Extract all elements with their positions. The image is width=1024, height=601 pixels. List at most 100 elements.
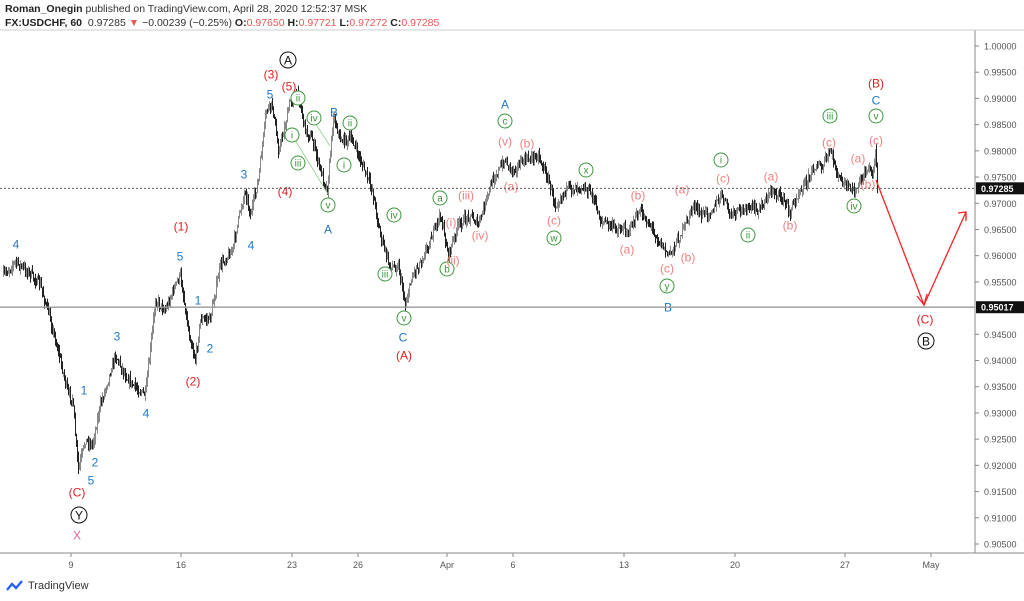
wave-label: 1	[195, 293, 202, 307]
price-change: −0.00239 (−0.25%)	[142, 17, 232, 29]
y-tick-label: 0.97000	[984, 199, 1017, 209]
x-tick-label: 26	[353, 560, 363, 570]
wave-label: iii	[295, 159, 302, 170]
y-tick-label: 0.95500	[984, 277, 1017, 287]
wave-label: 1	[81, 383, 88, 397]
publish-line: Roman_Onegin published on TradingView.co…	[5, 3, 367, 15]
wave-label: (c)	[660, 261, 674, 275]
wave-label: (b)	[861, 177, 876, 191]
wave-label: (iii)	[458, 188, 474, 202]
wave-label: c	[503, 117, 508, 128]
y-tick-label: 0.97500	[984, 173, 1017, 183]
price-marker-label: 0.95017	[981, 303, 1014, 313]
tradingview-logo-icon	[6, 580, 23, 591]
wave-label: (4)	[278, 184, 293, 198]
wave-label: ii	[348, 119, 352, 130]
wave-label: (b)	[783, 218, 798, 232]
brand-name: TradingView	[28, 580, 89, 592]
wave-label-circle	[342, 115, 358, 131]
wave-label: ii	[296, 94, 300, 105]
wave-label-circle	[279, 51, 297, 69]
wave-label: (C)	[917, 312, 934, 326]
wave-label: (c)	[869, 133, 883, 147]
wave-label: 5	[88, 473, 95, 487]
publish-info: published on TradingView.com, April 28, …	[85, 3, 368, 15]
wave-label: a	[437, 194, 443, 205]
wave-label-circle	[497, 113, 513, 129]
wave-label-circle	[320, 197, 336, 213]
x-tick-label: 20	[730, 560, 740, 570]
wave-label-circle	[917, 332, 935, 350]
y-tick-label: 0.93500	[984, 382, 1017, 392]
wave-label: (5)	[282, 79, 297, 93]
wave-label-circle	[432, 190, 448, 206]
wave-label: w	[549, 234, 558, 245]
wave-label: ii	[746, 231, 750, 242]
wave-label: (2)	[186, 374, 201, 388]
wave-label: 5	[267, 87, 274, 101]
wave-label: (C)	[69, 485, 86, 499]
wave-label: X	[73, 528, 81, 542]
trend-line	[291, 134, 329, 195]
wave-label: 4	[13, 237, 20, 251]
price-marker-box	[976, 301, 1024, 314]
wave-label-circle	[336, 157, 352, 173]
x-tick-label: 6	[510, 560, 515, 570]
wave-label: 3	[114, 329, 121, 343]
wave-label-circle	[290, 155, 306, 171]
wave-label-circle	[822, 108, 838, 124]
y-tick-label: 0.91000	[984, 513, 1017, 523]
candles	[3, 85, 878, 475]
wave-label-circle	[868, 108, 884, 124]
wave-label: v	[402, 314, 407, 325]
wave-label: B	[330, 105, 338, 119]
arrowhead-down-icon	[916, 293, 928, 307]
wave-label: (a)	[851, 151, 866, 165]
wave-label: (a)	[504, 179, 519, 193]
price-marker-box	[976, 182, 1024, 195]
wave-label: (B)	[868, 76, 884, 90]
y-tick-label: 0.92000	[984, 461, 1017, 471]
wave-label: C	[399, 330, 408, 344]
wave-label: 5	[177, 249, 184, 263]
wave-label: iv	[390, 211, 397, 222]
wave-label: (v)	[498, 134, 512, 148]
wave-label: (3)	[264, 67, 279, 81]
high-value: 0.97721	[298, 17, 337, 29]
wave-label: (i)	[446, 215, 457, 229]
wave-label: (a)	[675, 182, 690, 196]
author-name[interactable]: Roman_Onegin	[5, 3, 83, 15]
y-tick-label: 0.94500	[984, 330, 1017, 340]
wave-label: A	[324, 222, 332, 236]
wave-label: i	[291, 131, 293, 142]
x-tick-label: 13	[619, 560, 629, 570]
y-tick-label: 0.91500	[984, 487, 1017, 497]
open-label: O:	[234, 17, 247, 29]
wave-label: 2	[92, 455, 99, 469]
tradingview-logo[interactable]: TradingView	[6, 580, 89, 592]
wave-label: (c)	[547, 213, 561, 227]
last-price: 0.97285	[87, 17, 126, 29]
arrowhead-up-icon	[957, 211, 967, 221]
y-tick-label: 0.93000	[984, 408, 1017, 418]
y-tick-label: 0.96000	[984, 251, 1017, 261]
wave-label-circle	[578, 162, 594, 178]
wave-label: A	[284, 53, 292, 67]
wave-label: (1)	[174, 219, 189, 233]
projection-path[interactable]	[875, 179, 967, 307]
x-tick-label: 9	[68, 560, 73, 570]
y-tick-label: 0.96500	[984, 225, 1017, 235]
symbol-label[interactable]: FX:USDCHF, 60	[5, 17, 83, 29]
wave-label-circle	[846, 198, 862, 214]
wave-label: v	[326, 201, 331, 212]
y-tick-label: 0.98000	[984, 146, 1017, 156]
y-tick-label: 0.98500	[984, 120, 1017, 130]
wave-label-circle	[284, 127, 300, 143]
wave-label-circle	[70, 506, 88, 524]
wave-label: iii	[382, 270, 389, 281]
wave-label: (b)	[681, 250, 696, 264]
x-tick-label: Apr	[440, 560, 454, 570]
wave-label: (A)	[396, 348, 412, 362]
wave-label: i	[343, 161, 345, 172]
